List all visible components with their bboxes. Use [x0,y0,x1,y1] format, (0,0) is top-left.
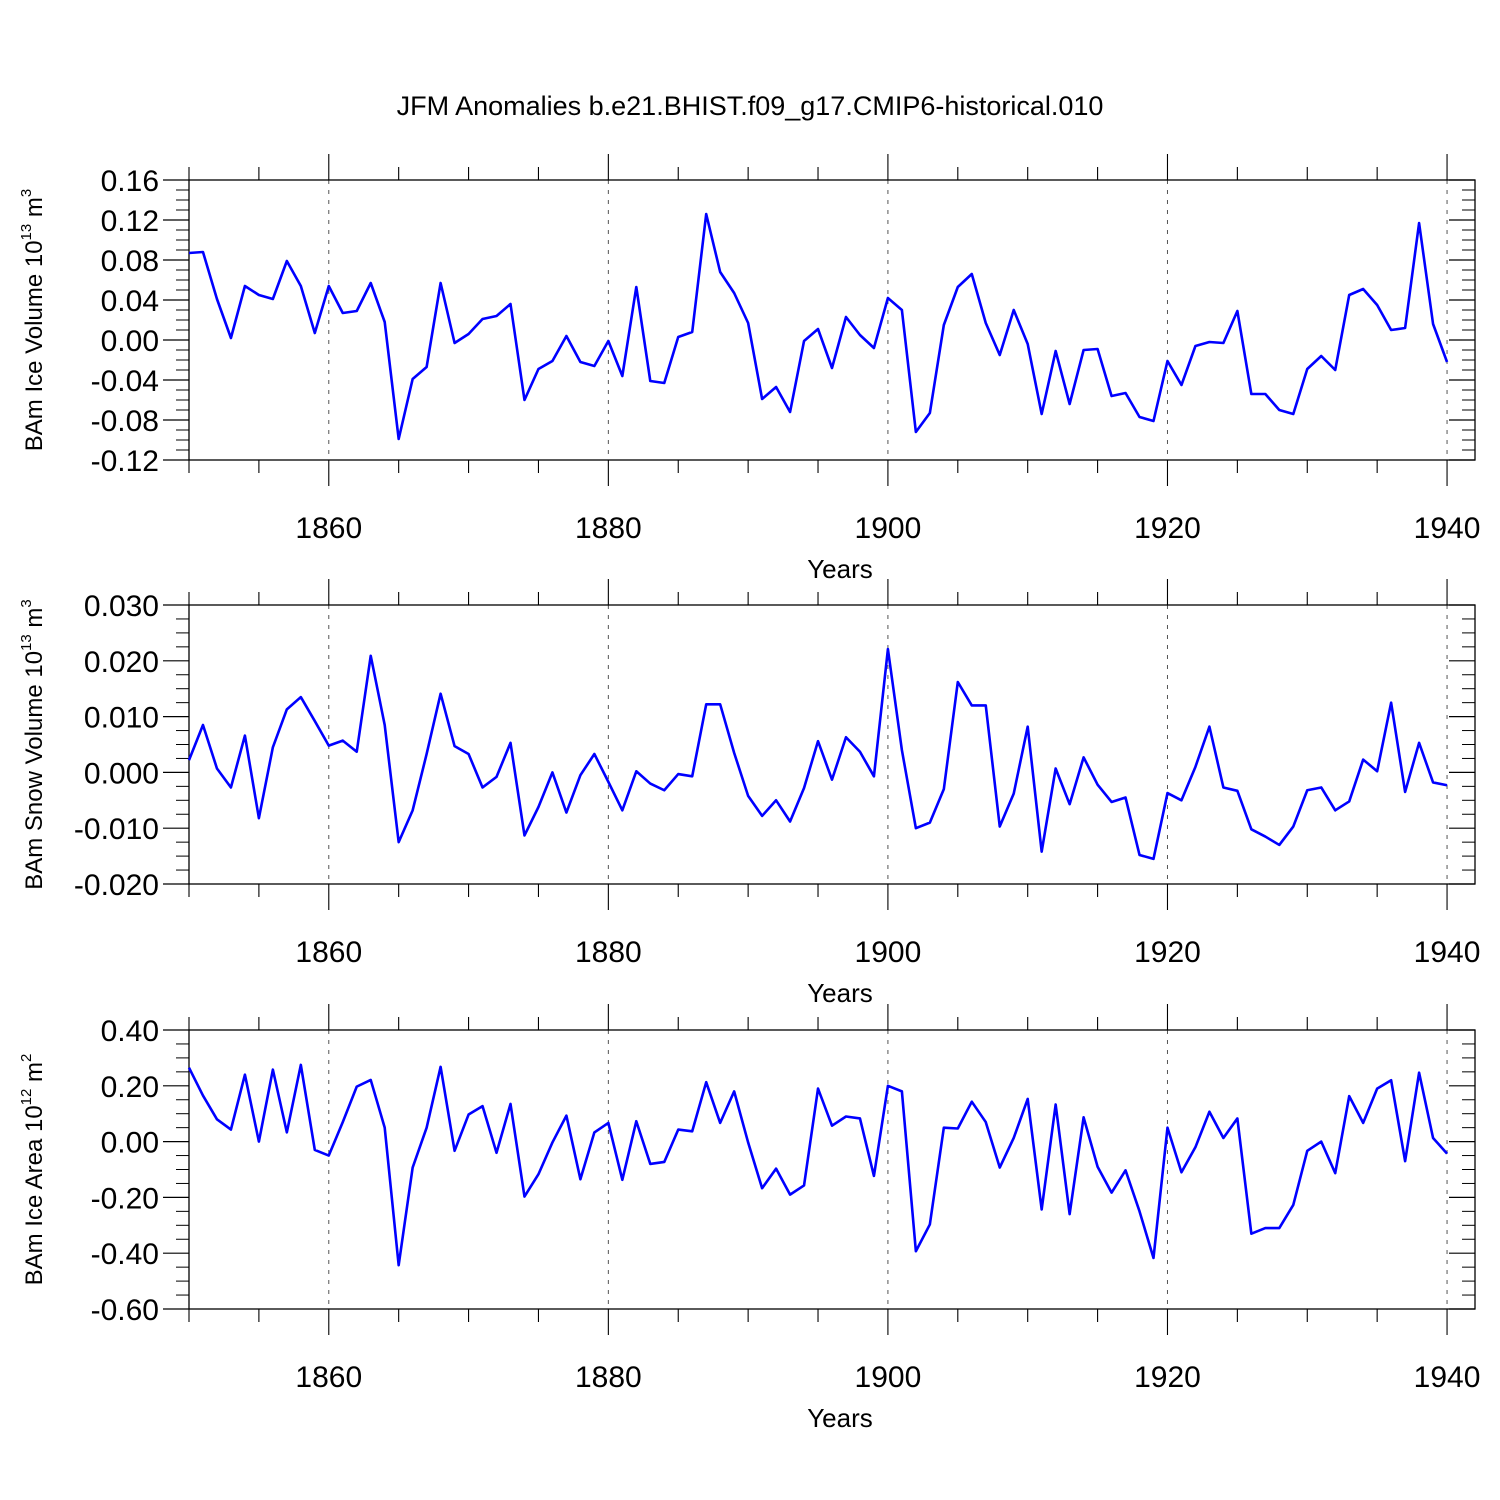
y-axis-label-exponent: 13 [18,224,35,241]
y-tick-label: 0.010 [84,702,159,735]
y-tick-label: -0.20 [91,1182,159,1215]
y-tick-label: 0.020 [84,646,159,679]
x-tick-label: 1880 [575,936,642,969]
y-tick-label: -0.08 [91,405,159,438]
series-line [187,1063,1449,1267]
x-tick-label: 1900 [855,512,922,545]
y-tick-label: 0.00 [101,325,159,358]
y-tick-label: 0.20 [101,1071,159,1104]
y-tick-label: 0.04 [101,285,159,318]
panels: -0.12 -0.08 -0.04 0.00 0.04 0.08 0.12 0.16 1860 1… [18,154,1480,1433]
y-axis-label: BAm Ice Volume 1013 m3 [18,189,48,451]
x-axis-label: Years [807,978,873,1008]
y-tick-label: 0.030 [84,590,159,623]
y-axis-label-exponent: 12 [18,1089,35,1106]
x-tick-label: 1920 [1134,1361,1201,1394]
panel-3: -0.60 -0.40 -0.20 0.00 0.20 0.40 1860 1880 1900 1… [18,1004,1480,1433]
y-tick-label: -0.020 [74,869,159,902]
y-tick-label: -0.010 [74,813,159,846]
x-tick-label: 1860 [295,936,362,969]
plot-frame [188,179,1476,461]
y-axis-label-unit: m [21,197,48,224]
series-line [188,212,1449,441]
y-axis-label: BAm Ice Area 1012 m2 [18,1054,48,1286]
y-tick-label: 0.00 [101,1127,159,1160]
y-tick-label: -0.12 [91,445,159,478]
y-axis-label-unit-exponent: 3 [18,599,35,607]
panel-2: -0.020 -0.010 0.000 0.010 0.020 0.030 1860 1880… [18,579,1480,1008]
series-line [187,647,1448,861]
y-axis-label: BAm Snow Volume 1013 m3 [18,599,48,890]
y-axis-label-unit-exponent: 3 [18,189,35,197]
chart-title: JFM Anomalies b.e21.BHIST.f09_g17.CMIP6-… [397,91,1104,121]
y-tick-label: 0.12 [101,205,159,238]
y-axis-label-unit: m [21,1062,48,1089]
panel-1: -0.12 -0.08 -0.04 0.00 0.04 0.08 0.12 0.16 1860 1… [18,154,1480,584]
y-axis-label-text: BAm Ice Area 10 [21,1105,48,1285]
y-tick-label: 0.40 [101,1015,159,1048]
y-tick-label: 0.000 [84,757,159,790]
y-axis-label-exponent: 13 [18,634,35,651]
y-tick-label: -0.04 [91,365,159,398]
x-tick-label: 1900 [855,1361,922,1394]
y-tick-label: -0.40 [91,1238,159,1271]
y-axis-label-unit: m [21,608,48,635]
x-tick-label: 1940 [1414,1361,1481,1394]
x-axis-label: Years [807,1403,873,1433]
y-tick-label: -0.60 [91,1294,159,1327]
x-tick-label: 1860 [295,512,362,545]
x-tick-label: 1880 [575,512,642,545]
x-tick-label: 1920 [1134,512,1201,545]
x-axis-label: Years [807,554,873,584]
plot-frame [188,1029,1476,1310]
x-tick-label: 1880 [575,1361,642,1394]
x-tick-label: 1860 [295,1361,362,1394]
x-tick-label: 1940 [1414,512,1481,545]
y-tick-label: 0.08 [101,245,159,278]
y-axis-label-unit-exponent: 2 [18,1054,35,1062]
x-tick-label: 1940 [1414,936,1481,969]
y-axis-label-text: BAm Snow Volume 10 [21,651,48,890]
x-tick-label: 1920 [1134,936,1201,969]
x-tick-label: 1900 [855,936,922,969]
y-tick-label: 0.16 [101,165,159,198]
y-axis-label-text: BAm Ice Volume 10 [21,240,48,451]
